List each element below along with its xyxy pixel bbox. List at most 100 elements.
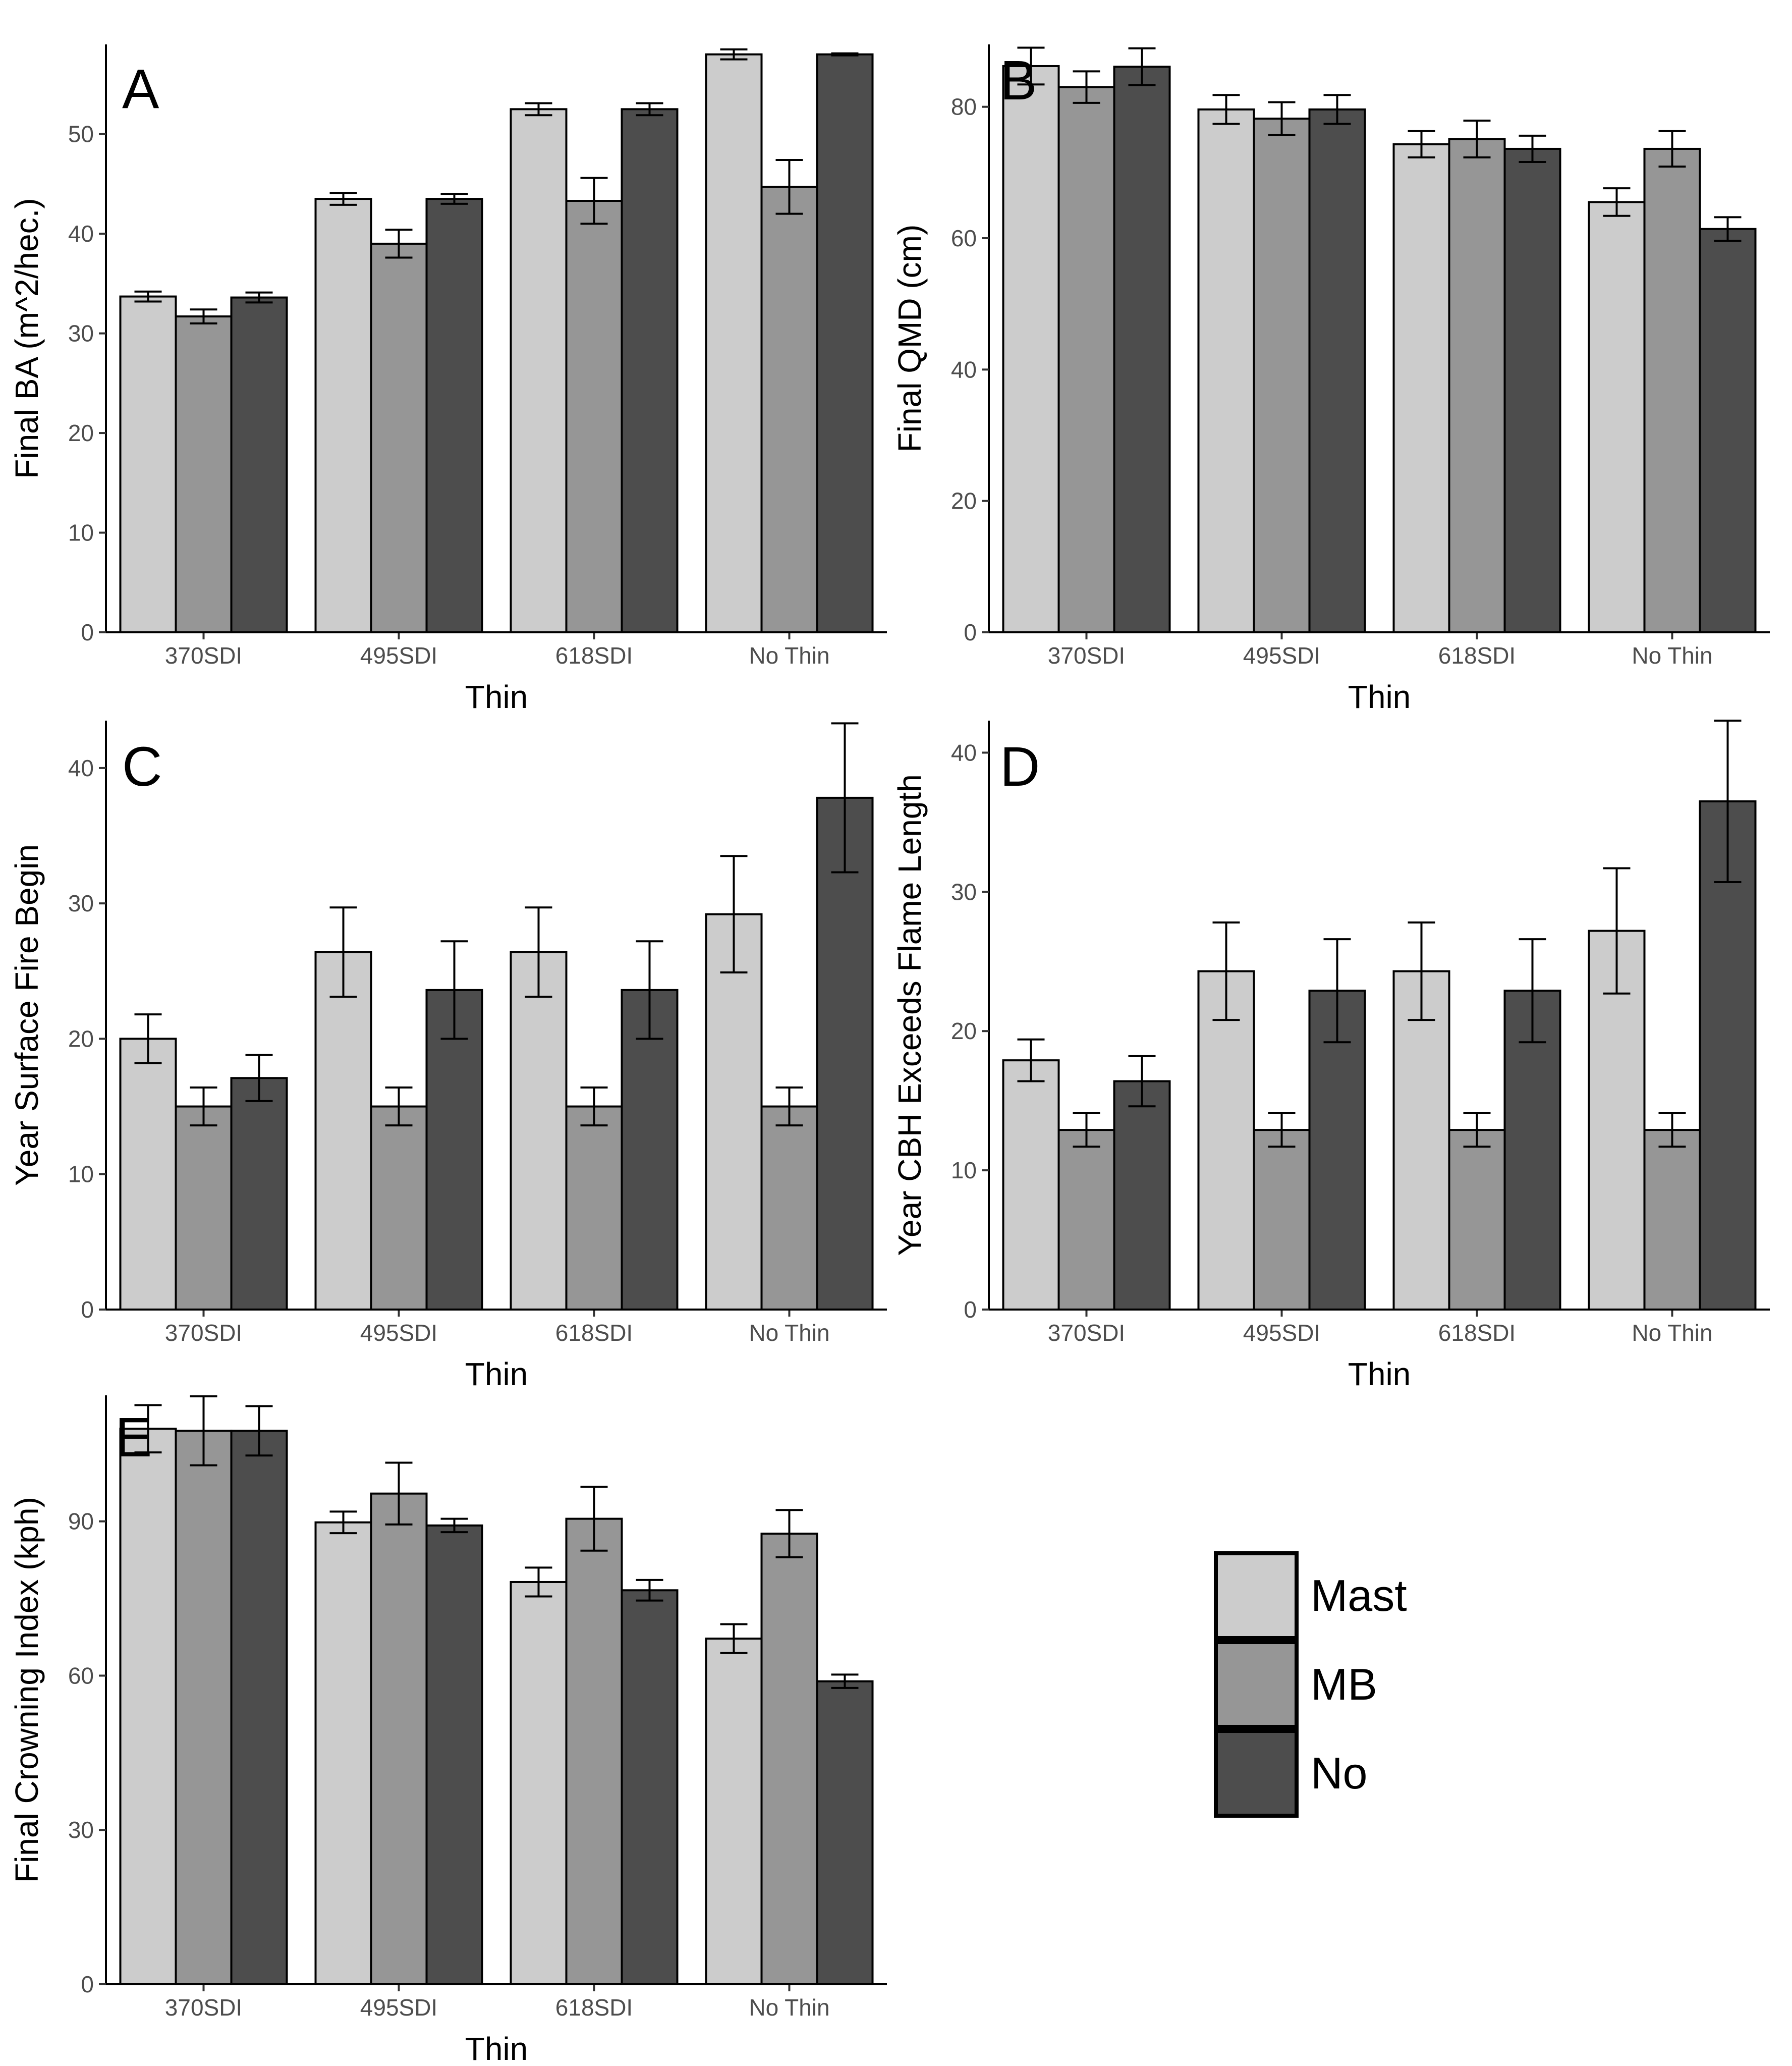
panel-c: 370SDI 495SDI 618SDI No Thin 0 10 20 30 40 Thin Ye…	[9, 721, 887, 1392]
x-tick-label: 618SDI	[1438, 642, 1516, 669]
error-bar-e-0-mb	[190, 1395, 217, 1466]
error-bar-a-3-mb	[775, 159, 803, 215]
bar-c-0-mb	[175, 1105, 233, 1311]
bar-c-0-mast	[119, 1038, 177, 1311]
error-bar-e-2-mb	[580, 1486, 608, 1552]
bar-c-3-mb	[760, 1105, 818, 1311]
bar-c-2-mast	[510, 951, 568, 1311]
x-tick-label: No Thin	[749, 1994, 829, 2021]
bar-c-3-no	[816, 796, 874, 1311]
error-bar-b-0-mast	[1017, 46, 1045, 86]
bar-d-2-mast	[1392, 970, 1450, 1311]
legend-key-no	[1214, 1729, 1299, 1818]
error-bar-b-3-mast	[1603, 187, 1631, 217]
error-bar-c-3-mast	[720, 855, 748, 973]
error-bar-d-1-mb	[1268, 1112, 1296, 1148]
x-tick-label: No Thin	[749, 1320, 829, 1346]
y-tick-label: 30	[951, 879, 977, 905]
bar-a-0-mb	[175, 315, 233, 633]
bar-d-2-mb	[1448, 1129, 1506, 1311]
panels: 370SDI 495SDI 618SDI No Thin 0 10 20 30 40 50 Thin…	[9, 44, 1770, 2066]
panel-b: 370SDI 495SDI 618SDI No Thin 0 20 40 60 80 Thin Fi…	[891, 44, 1770, 715]
bar-d-0-mb	[1057, 1129, 1115, 1311]
x-tick-label: 495SDI	[1243, 642, 1320, 669]
y-tick-label: 0	[81, 1296, 94, 1323]
error-bar-c-3-mb	[775, 1086, 803, 1127]
bar-d-1-mast	[1197, 970, 1255, 1311]
y-tick-label: 80	[951, 94, 977, 120]
legend: Mast MB No	[1214, 1551, 1407, 1818]
error-bar-b-3-no	[1714, 216, 1742, 242]
bar-e-1-mb	[370, 1492, 428, 1986]
bar-c-1-no	[425, 989, 483, 1311]
panel-letter: C	[122, 736, 162, 798]
bar-a-3-mb	[760, 186, 818, 634]
bar-e-2-no	[621, 1589, 679, 1985]
panel-e: 370SDI 495SDI 618SDI No Thin 0 30 60 90 Thin Fina…	[9, 1395, 887, 2066]
error-bar-d-3-no	[1714, 720, 1742, 884]
error-bar-c-2-mast	[525, 906, 552, 998]
y-tick-label: 30	[68, 890, 94, 916]
bar-c-1-mast	[314, 951, 372, 1311]
bar-d-1-no	[1308, 990, 1366, 1311]
error-bar-a-1-mb	[385, 229, 413, 259]
error-bar-c-2-mb	[580, 1086, 608, 1127]
panel-letter: B	[1000, 49, 1037, 112]
y-tick-label: 90	[68, 1508, 94, 1535]
y-tick-label: 50	[68, 121, 94, 147]
error-bar-b-1-no	[1323, 94, 1351, 125]
y-tick-label: 40	[951, 356, 977, 383]
y-tick-label: 20	[68, 420, 94, 446]
error-bar-c-0-mast	[134, 1013, 162, 1064]
bar-a-2-no	[621, 108, 679, 634]
x-tick-label: 618SDI	[555, 642, 633, 669]
bar-c-2-no	[621, 989, 679, 1311]
bar-b-1-mast	[1197, 108, 1255, 633]
error-bar-b-3-mb	[1658, 130, 1686, 168]
x-tick-label: 495SDI	[360, 1994, 437, 2021]
x-tick-label: 495SDI	[360, 1320, 437, 1346]
error-bar-d-1-mast	[1212, 921, 1240, 1021]
error-bar-b-1-mb	[1268, 101, 1296, 136]
error-bar-a-3-no	[831, 52, 859, 57]
bar-e-2-mast	[510, 1581, 568, 1985]
y-tick-label: 20	[951, 488, 977, 514]
bar-b-0-mast	[1002, 65, 1060, 633]
error-bar-a-3-mast	[720, 48, 748, 61]
error-bar-d-0-mb	[1073, 1112, 1100, 1148]
bar-e-1-no	[425, 1524, 483, 1985]
legend-entry-mb: MB	[1214, 1640, 1377, 1729]
bar-d-3-no	[1699, 800, 1757, 1311]
error-bar-d-3-mast	[1603, 867, 1631, 995]
y-axis-title: Final QMD (cm)	[891, 225, 928, 453]
y-tick-label: 30	[68, 1817, 94, 1843]
x-tick-label: No Thin	[1632, 642, 1712, 669]
error-bar-c-1-no	[440, 940, 468, 1040]
bar-b-3-no	[1699, 228, 1757, 633]
error-bar-e-3-mb	[775, 1509, 803, 1559]
bar-a-0-no	[230, 296, 288, 633]
bar-b-3-mast	[1588, 201, 1646, 633]
bar-e-0-no	[230, 1430, 288, 1985]
x-axis-title: Thin	[465, 1356, 528, 1392]
legend-key-mast	[1214, 1551, 1299, 1640]
error-bar-d-2-no	[1519, 938, 1546, 1044]
x-axis-title: Thin	[1348, 1356, 1411, 1392]
error-bar-a-1-no	[440, 193, 468, 205]
y-axis-title: Final BA (m^2/hec.)	[9, 198, 45, 478]
error-bar-b-0-no	[1128, 47, 1156, 86]
x-tick-label: No Thin	[1632, 1320, 1712, 1346]
panel-letter: D	[1000, 736, 1040, 798]
error-bar-b-2-no	[1519, 134, 1546, 163]
bar-c-1-mb	[370, 1105, 428, 1311]
x-tick-label: 370SDI	[165, 1320, 242, 1346]
x-tick-label: No Thin	[749, 642, 829, 669]
bar-a-1-mast	[314, 198, 372, 633]
bar-c-2-mb	[565, 1105, 623, 1311]
y-tick-label: 60	[951, 225, 977, 251]
panel-d: 370SDI 495SDI 618SDI No Thin 0 10 20 30 40 Thin Ye…	[891, 720, 1770, 1392]
error-bar-d-3-mb	[1658, 1112, 1686, 1148]
legend-label-mb: MB	[1311, 1659, 1377, 1709]
bar-e-2-mb	[565, 1517, 623, 1985]
error-bar-e-1-mb	[385, 1461, 413, 1526]
